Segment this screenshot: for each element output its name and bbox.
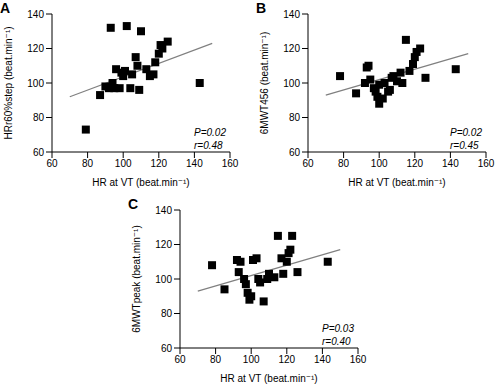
svg-text:140: 140 bbox=[155, 205, 172, 216]
html-text:P=0.02: P=0.02 bbox=[450, 127, 482, 138]
svg-text:80: 80 bbox=[82, 158, 94, 169]
svg-text:80: 80 bbox=[338, 158, 350, 169]
svg-text:60: 60 bbox=[161, 343, 173, 354]
svg-text:HRr60%step (beat.min⁻¹): HRr60%step (beat.min⁻¹) bbox=[8, 26, 14, 139]
svg-text:160: 160 bbox=[478, 158, 492, 169]
svg-text:HR at VT (beat.min⁻¹): HR at VT (beat.min⁻¹) bbox=[92, 177, 189, 188]
svg-text:120: 120 bbox=[278, 354, 295, 365]
svg-text:100: 100 bbox=[155, 274, 172, 285]
svg-text:100: 100 bbox=[283, 78, 300, 89]
svg-text:140: 140 bbox=[283, 9, 300, 20]
svg-text:100: 100 bbox=[115, 158, 132, 169]
svg-text:120: 120 bbox=[155, 239, 172, 250]
svg-text:60: 60 bbox=[33, 147, 45, 158]
svg-text:60: 60 bbox=[174, 354, 186, 365]
svg-text:HR at VT (beat.min⁻¹): HR at VT (beat.min⁻¹) bbox=[348, 177, 445, 188]
svg-text:140: 140 bbox=[186, 158, 203, 169]
svg-text:60: 60 bbox=[46, 158, 58, 169]
svg-text:120: 120 bbox=[283, 43, 300, 54]
svg-text:60: 60 bbox=[302, 158, 314, 169]
svg-text:80: 80 bbox=[289, 112, 301, 123]
svg-text:80: 80 bbox=[33, 112, 45, 123]
html-text:A: A bbox=[0, 0, 11, 16]
svg-text:140: 140 bbox=[442, 158, 459, 169]
svg-text:60: 60 bbox=[289, 147, 301, 158]
svg-text:160: 160 bbox=[350, 354, 367, 365]
svg-text:100: 100 bbox=[243, 354, 260, 365]
svg-text:160: 160 bbox=[222, 158, 239, 169]
svg-text:120: 120 bbox=[27, 43, 44, 54]
svg-text:6MWT456 (beat.min⁻¹): 6MWT456 (beat.min⁻¹) bbox=[259, 32, 270, 135]
svg-text:140: 140 bbox=[314, 354, 331, 365]
html-text:B: B bbox=[256, 0, 267, 16]
svg-text:80: 80 bbox=[161, 308, 173, 319]
html-text:P=0.02: P=0.02 bbox=[194, 127, 226, 138]
html-text:r=0.48: r=0.48 bbox=[194, 140, 223, 151]
html-text:r=0.45: r=0.45 bbox=[450, 140, 479, 151]
svg-text:80: 80 bbox=[210, 354, 222, 365]
html-text:r=0.40: r=0.40 bbox=[322, 336, 351, 347]
svg-text:120: 120 bbox=[150, 158, 167, 169]
html-text:C: C bbox=[128, 196, 139, 212]
svg-text:HR at VT (beat.min⁻¹): HR at VT (beat.min⁻¹) bbox=[220, 373, 317, 384]
html-text:P=0.03: P=0.03 bbox=[322, 323, 354, 334]
svg-text:6MWTpeak (beat.min⁻¹): 6MWTpeak (beat.min⁻¹) bbox=[131, 225, 142, 333]
svg-text:120: 120 bbox=[406, 158, 423, 169]
svg-text:140: 140 bbox=[27, 9, 44, 20]
svg-text:100: 100 bbox=[371, 158, 388, 169]
svg-text:100: 100 bbox=[27, 78, 44, 89]
